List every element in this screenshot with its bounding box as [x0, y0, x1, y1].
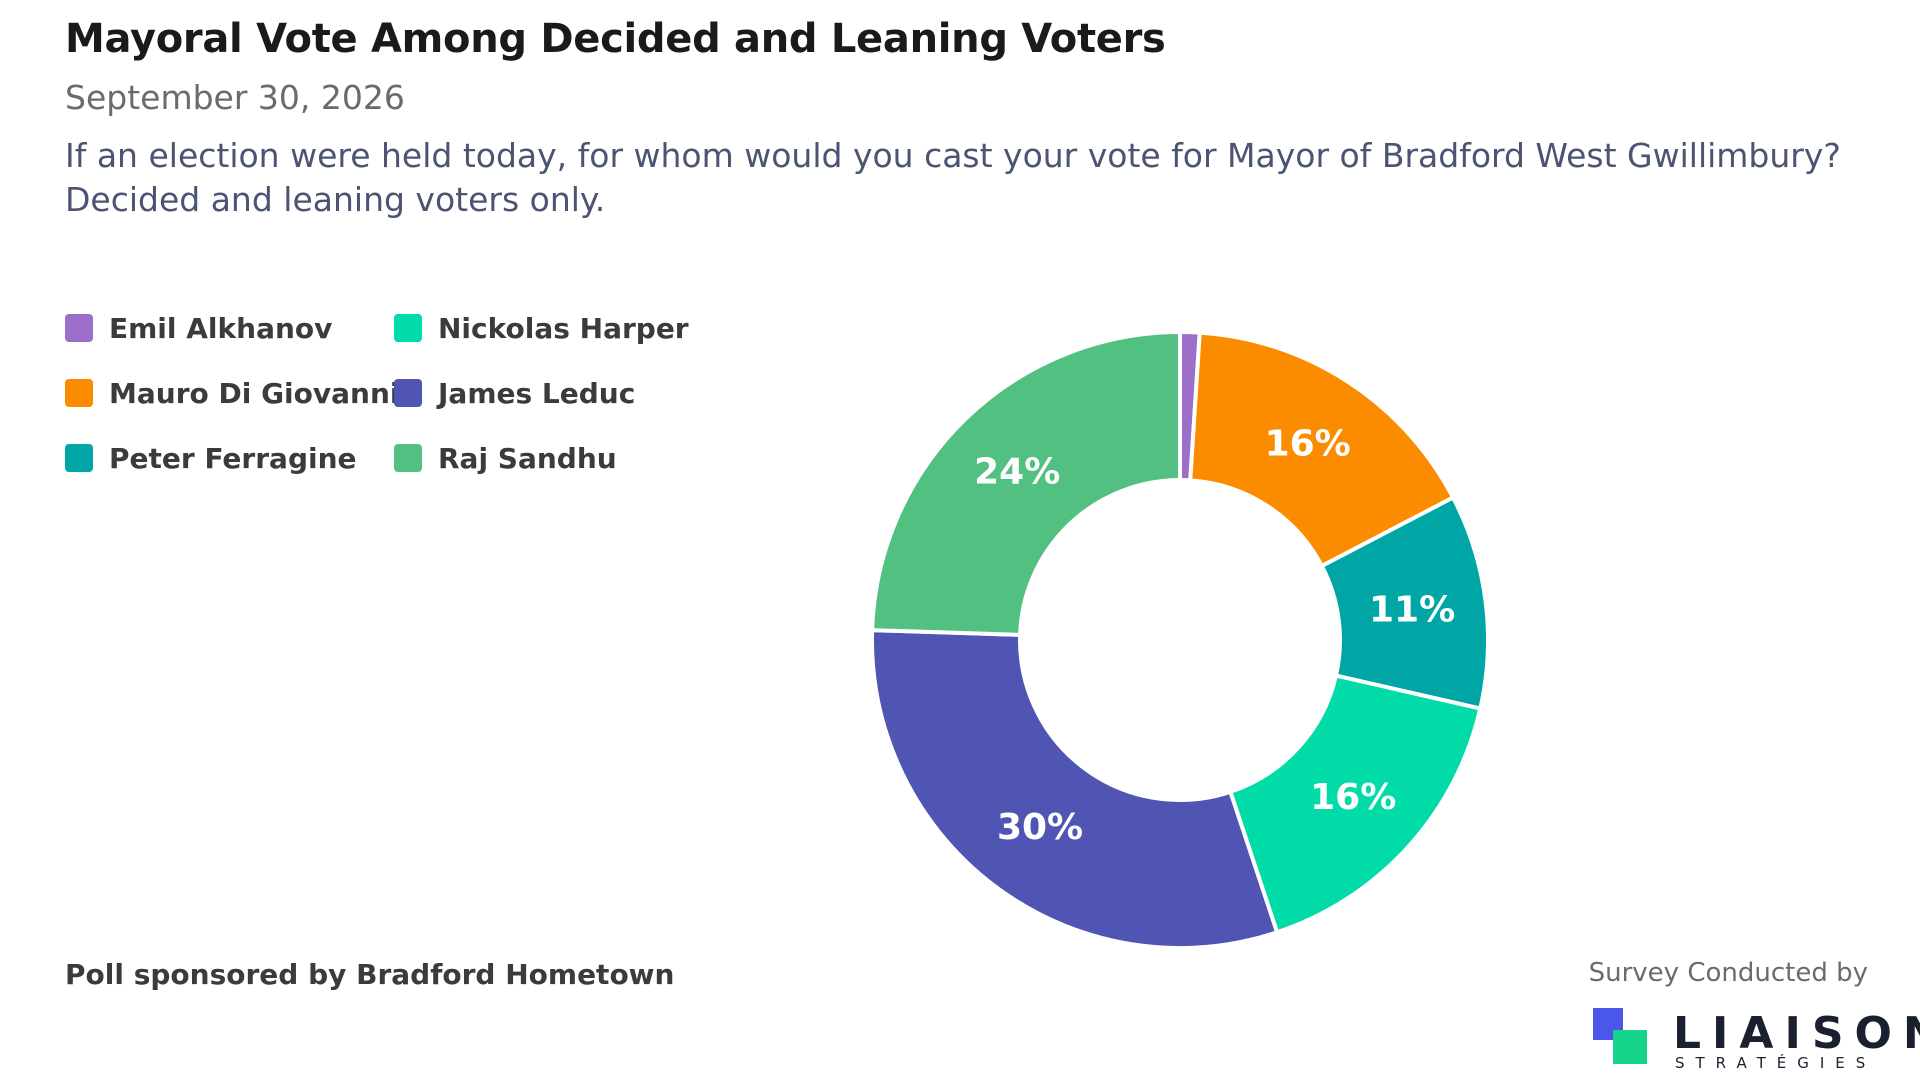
legend-label: Raj Sandhu	[438, 441, 617, 475]
legend-label: Emil Alkhanov	[109, 311, 333, 345]
legend-swatch	[65, 444, 93, 472]
legend-label: Mauro Di Giovanni	[109, 376, 400, 410]
legend-label: James Leduc	[438, 376, 636, 410]
slice-label: 11%	[1369, 590, 1455, 631]
legend-swatch	[394, 314, 422, 342]
conducted-by-label: Survey Conducted by	[1588, 958, 1868, 988]
donut-slice	[1227, 673, 1483, 935]
legend-item: Raj Sandhu	[394, 440, 689, 476]
slice-label: 24%	[974, 451, 1060, 492]
survey-question: If an election were held today, for whom…	[65, 134, 1865, 222]
liaison-logo-icon	[1593, 1008, 1647, 1064]
donut-slice	[1188, 330, 1456, 569]
question-line-1: If an election were held today, for whom…	[65, 136, 1841, 175]
liaison-logo: LIAISON STRATÉGIES	[1593, 1008, 1920, 1072]
slice-label: 16%	[1310, 777, 1396, 818]
legend-label: Peter Ferragine	[109, 441, 357, 475]
chart-title: Mayoral Vote Among Decided and Leaning V…	[65, 16, 1166, 62]
legend-item: James Leduc	[394, 375, 689, 411]
slice-label: 16%	[1265, 423, 1351, 464]
logo-subtitle: STRATÉGIES	[1675, 1054, 1877, 1072]
legend-item: Nickolas Harper	[394, 310, 689, 346]
legend-item: Peter Ferragine	[65, 440, 394, 476]
logo-name: LIAISON	[1673, 1008, 1920, 1059]
donut-slice	[870, 628, 1280, 950]
legend-swatch	[65, 379, 93, 407]
legend-swatch	[65, 314, 93, 342]
sponsor-note: Poll sponsored by Bradford Hometown	[65, 958, 675, 991]
legend-item: Emil Alkhanov	[65, 310, 394, 346]
legend-item: Mauro Di Giovanni	[65, 375, 400, 411]
legend-label: Nickolas Harper	[438, 311, 689, 345]
chart-date: September 30, 2026	[65, 78, 405, 117]
question-line-2: Decided and leaning voters only.	[65, 180, 606, 219]
chart-legend: Emil Alkhanov Nickolas Harper Mauro Di Gio…	[65, 310, 689, 476]
donut-chart: 16% 11% 16% 30% 24%	[870, 329, 1490, 950]
legend-swatch	[394, 379, 422, 407]
donut-slice	[870, 329, 1182, 637]
slice-label: 30%	[997, 807, 1083, 848]
legend-swatch	[394, 444, 422, 472]
